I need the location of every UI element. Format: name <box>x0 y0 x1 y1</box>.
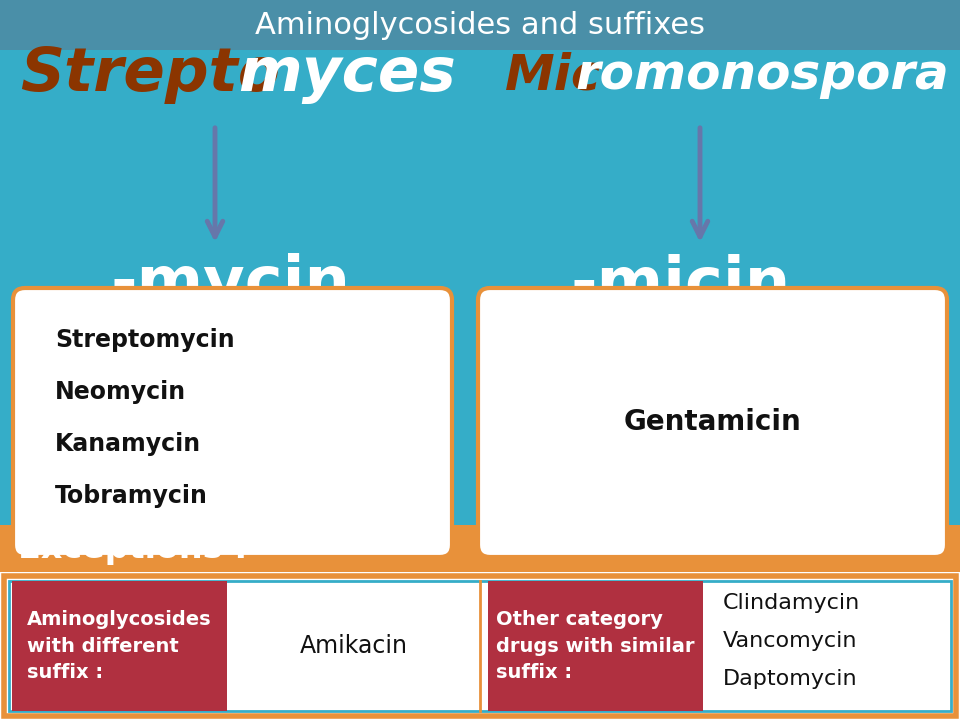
Text: Vancomycin: Vancomycin <box>723 631 857 651</box>
Text: romonospora: romonospora <box>575 51 948 99</box>
FancyBboxPatch shape <box>488 581 703 711</box>
Text: Mic: Mic <box>505 51 602 99</box>
Text: Streptomycin: Streptomycin <box>55 328 234 352</box>
Text: Kanamycin: Kanamycin <box>55 432 202 456</box>
Text: -micin: -micin <box>570 254 790 316</box>
Text: myces: myces <box>238 45 456 104</box>
FancyBboxPatch shape <box>13 288 452 557</box>
Text: Other category
drugs with similar
suffix :: Other category drugs with similar suffix… <box>496 610 695 682</box>
Text: Tobramycin: Tobramycin <box>55 484 208 508</box>
FancyBboxPatch shape <box>0 525 960 572</box>
FancyBboxPatch shape <box>12 581 227 711</box>
FancyBboxPatch shape <box>0 50 960 525</box>
FancyBboxPatch shape <box>0 572 960 720</box>
Text: Amikacin: Amikacin <box>300 634 407 658</box>
FancyBboxPatch shape <box>0 0 960 50</box>
Text: Strepto: Strepto <box>20 45 280 104</box>
Text: Clindamycin: Clindamycin <box>723 593 860 613</box>
Text: Exceptions :: Exceptions : <box>18 532 248 565</box>
Text: Aminoglycosides and suffixes: Aminoglycosides and suffixes <box>255 11 705 40</box>
Text: Aminoglycosides
with different
suffix :: Aminoglycosides with different suffix : <box>27 610 212 682</box>
Text: -mycin: -mycin <box>110 253 350 317</box>
FancyBboxPatch shape <box>478 288 947 557</box>
Text: Gentamicin: Gentamicin <box>624 408 802 436</box>
Text: Daptomycin: Daptomycin <box>723 669 857 689</box>
Text: Neomycin: Neomycin <box>55 380 186 404</box>
